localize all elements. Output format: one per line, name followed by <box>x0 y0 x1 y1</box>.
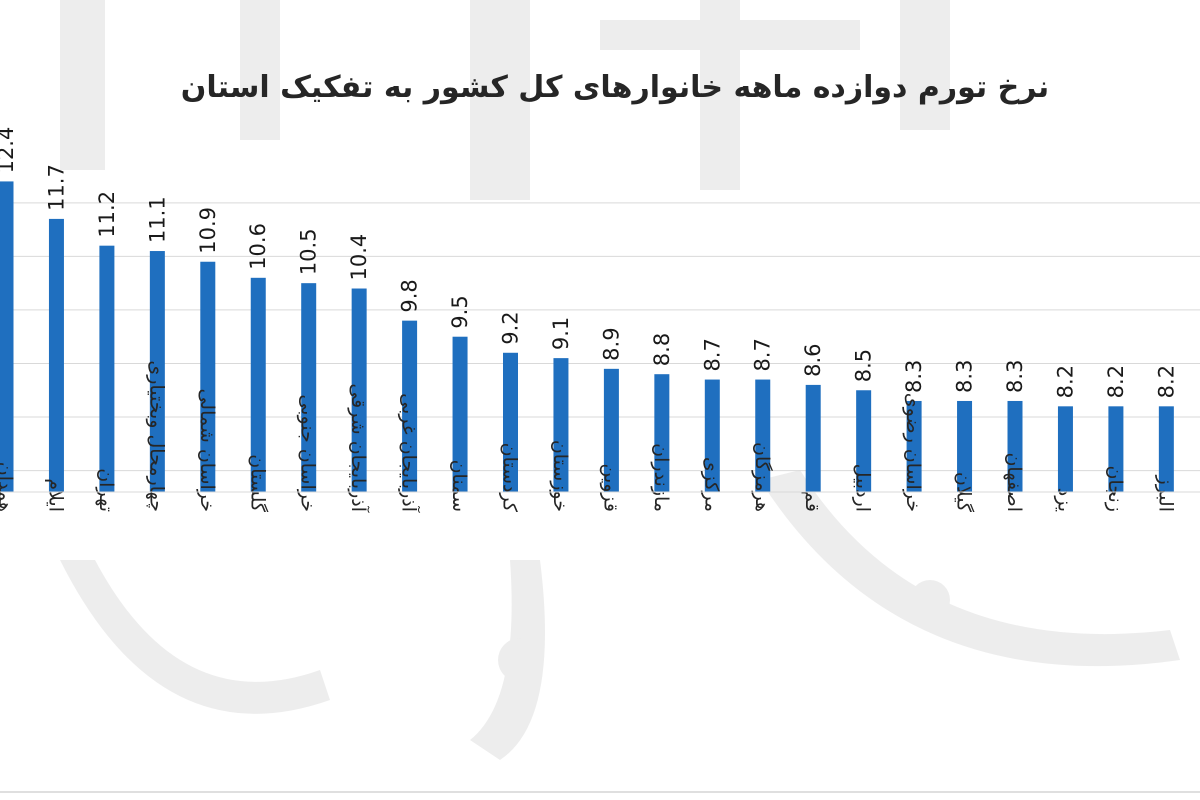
category-label: البرز <box>1154 475 1176 512</box>
category-labels: همدان ایلام تهران چهارمحال وبختیاری خراسان ش… <box>0 360 1176 513</box>
category-label: همدان <box>0 462 16 512</box>
value-label: 8.3 <box>1003 360 1027 393</box>
bar <box>48 218 64 492</box>
category-label: یزد <box>1053 488 1075 512</box>
value-label: 8.2 <box>1104 365 1128 398</box>
category-label: سمنان <box>448 460 470 512</box>
category-label: آذربایجان شرقی <box>347 383 371 512</box>
value-label: 8.2 <box>1154 365 1178 398</box>
bar <box>149 251 165 492</box>
value-label: 10.6 <box>246 223 270 270</box>
value-label: 8.2 <box>1053 365 1077 398</box>
value-label: 9.1 <box>549 317 573 350</box>
value-label: 10.4 <box>347 234 371 281</box>
bar <box>755 379 771 492</box>
category-label: قم <box>801 490 823 512</box>
category-label: زنجان <box>1104 466 1126 512</box>
bar <box>250 277 266 492</box>
bar <box>402 320 418 492</box>
category-label: اصفهان <box>1003 452 1025 512</box>
value-labels: 12.4 11.7 11.2 11.1 10.9 10.6 10.5 10.4 9.8 9.5 9.… <box>0 127 1178 399</box>
value-label: 8.5 <box>852 349 876 382</box>
bars <box>0 181 1174 492</box>
category-label: چهارمحال وبختیاری <box>145 360 167 512</box>
category-label: خراسان رضوی <box>902 393 924 512</box>
value-label: 12.4 <box>0 127 18 174</box>
category-label: خراسان جنوبی <box>297 394 319 512</box>
value-label: 9.5 <box>448 295 472 328</box>
category-label: تهران <box>95 468 117 512</box>
bar <box>906 400 922 492</box>
category-label: اردبیل <box>852 464 874 512</box>
category-label: خوزستان <box>549 440 571 512</box>
bar <box>351 288 367 492</box>
value-label: 10.9 <box>196 207 220 254</box>
value-label: 9.2 <box>499 311 523 344</box>
value-label: 8.3 <box>953 360 977 393</box>
value-label: 11.7 <box>44 164 68 211</box>
bar <box>603 368 619 492</box>
category-label: ایلام <box>44 478 66 512</box>
gridlines <box>0 202 1200 472</box>
chart-title: نرخ تورم دوازده ماهه خانوارهای کل کشور ب… <box>181 70 1049 105</box>
category-label: مرکزی <box>700 457 722 512</box>
bar <box>452 336 468 492</box>
bar <box>805 384 821 492</box>
bar <box>503 352 518 492</box>
bar <box>1007 400 1023 492</box>
category-label: آذربایجان غربی <box>398 393 422 513</box>
value-label: 8.8 <box>650 333 674 366</box>
category-label: قزوین <box>599 464 621 513</box>
value-label: 8.7 <box>700 338 724 371</box>
category-label: هرمزگان <box>751 442 774 512</box>
bar <box>553 358 569 492</box>
value-label: 8.9 <box>599 327 623 360</box>
category-label: گلستان <box>246 454 269 513</box>
bar <box>957 400 973 492</box>
bar <box>0 181 14 492</box>
value-label: 10.5 <box>297 228 321 275</box>
value-label: 8.3 <box>902 360 926 393</box>
value-label: 11.1 <box>145 196 169 243</box>
bar <box>1057 406 1073 492</box>
value-label: 8.7 <box>751 338 775 371</box>
bar <box>1158 406 1174 492</box>
value-label: 9.8 <box>398 279 422 312</box>
bar <box>704 379 720 492</box>
category-label: خراسان شمالی <box>196 388 218 512</box>
bar <box>1108 406 1124 492</box>
bar <box>654 374 670 492</box>
category-label: مازندران <box>650 443 672 512</box>
bar <box>856 390 872 492</box>
category-label: کردستان <box>499 443 521 513</box>
bar <box>301 283 317 492</box>
bar <box>200 261 216 492</box>
value-label: 8.6 <box>801 343 825 376</box>
value-label: 11.2 <box>95 191 119 238</box>
bar <box>99 245 115 492</box>
